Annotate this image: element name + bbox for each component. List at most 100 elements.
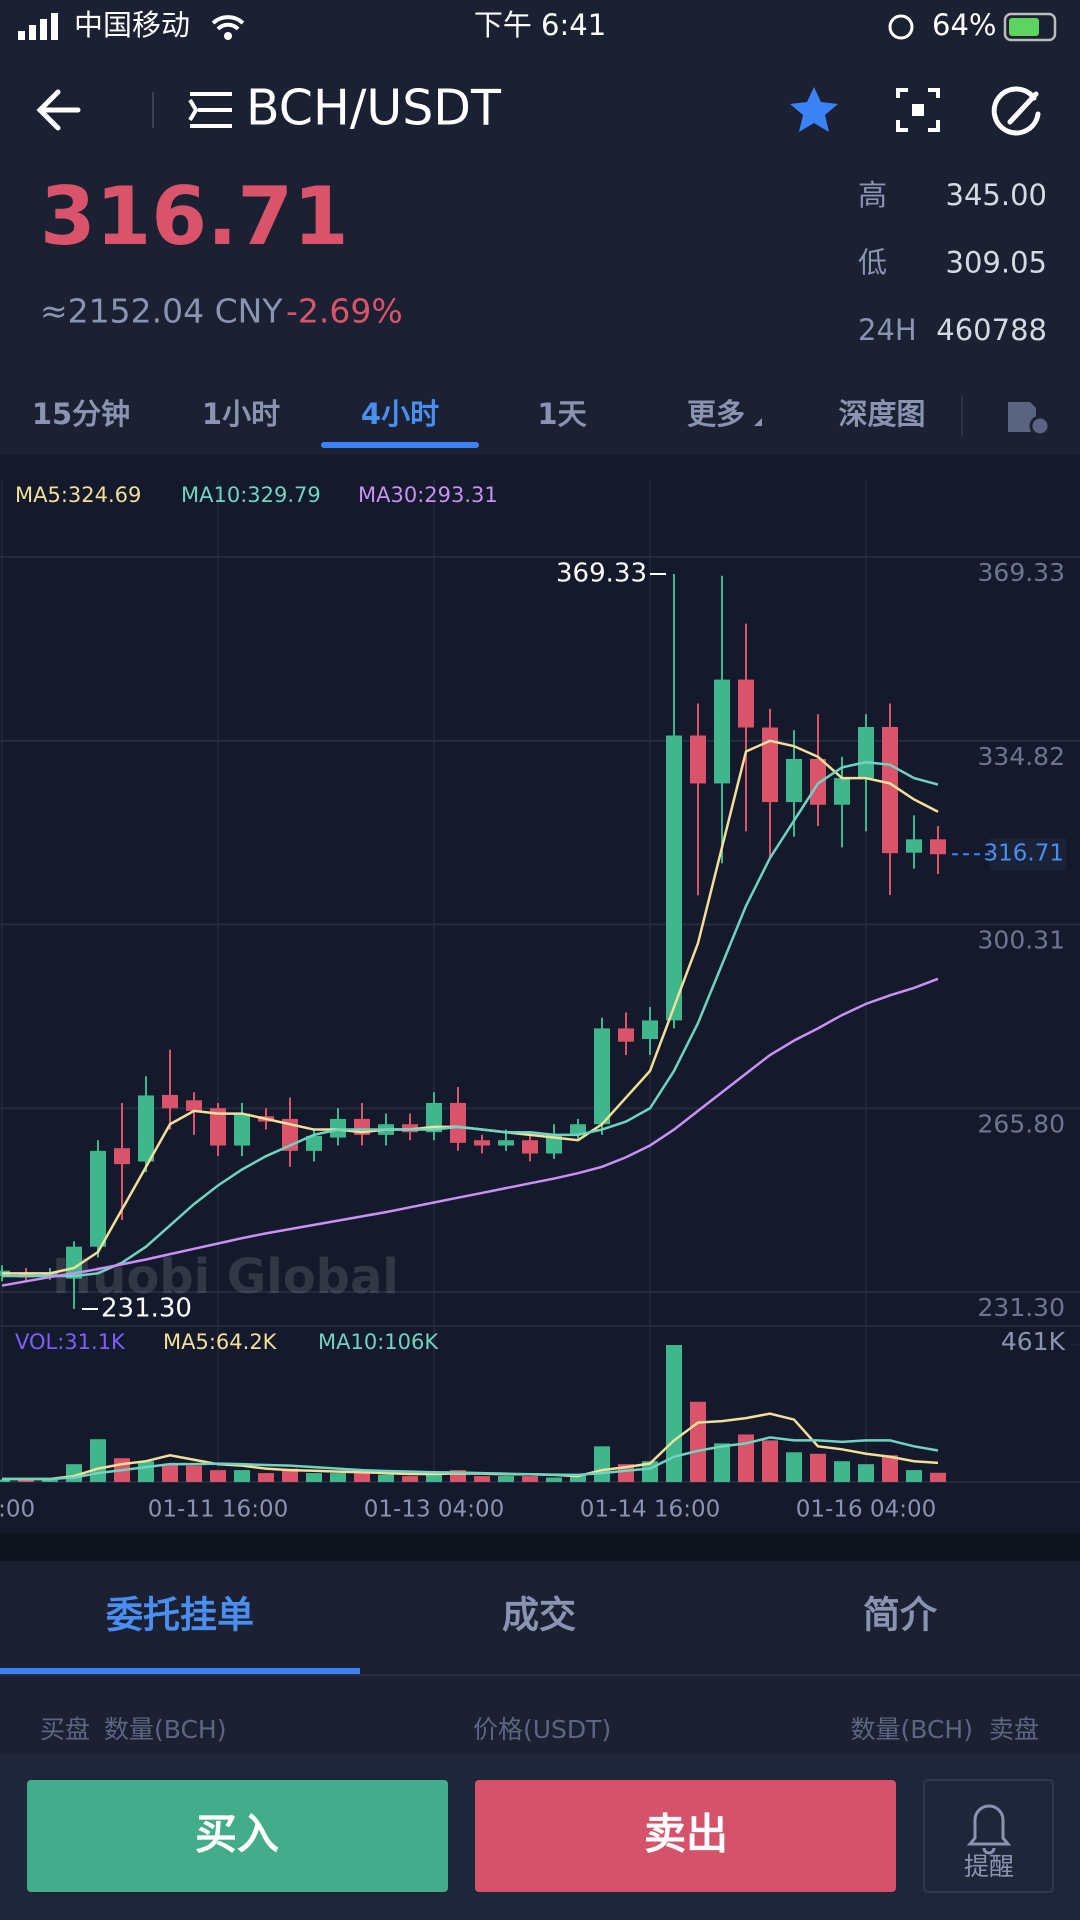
order-tab[interactable]: 简介 bbox=[863, 1594, 938, 1637]
volume-bar bbox=[90, 1439, 106, 1482]
volume-bar bbox=[162, 1464, 178, 1482]
sell-button[interactable] bbox=[475, 1780, 896, 1892]
volume-bar bbox=[810, 1453, 826, 1482]
pair-title: BCH/USDT bbox=[246, 80, 502, 137]
share-button[interactable] bbox=[991, 86, 1041, 136]
candle-body bbox=[834, 778, 850, 805]
period-tab[interactable]: 15分钟 bbox=[32, 397, 130, 431]
candle-body bbox=[66, 1246, 82, 1279]
volume-bar bbox=[402, 1476, 418, 1482]
wifi-icon bbox=[211, 15, 245, 31]
x-tick-label: 04:00 bbox=[0, 1497, 35, 1523]
volume-bar bbox=[306, 1473, 322, 1482]
order-tab[interactable]: 成交 bbox=[502, 1594, 576, 1637]
volume-bar bbox=[378, 1474, 394, 1482]
x-tick-label: 01-16 04:00 bbox=[796, 1497, 936, 1523]
candle-body bbox=[618, 1028, 634, 1042]
y-tick-label: 461K bbox=[1001, 1327, 1066, 1356]
legend-entry: MA30:293.31 bbox=[358, 483, 498, 507]
stats: 高 345.00 低 309.05 24H 460788 bbox=[858, 178, 1047, 347]
candle-body bbox=[522, 1140, 538, 1154]
favorite-star[interactable] bbox=[790, 87, 838, 132]
period-tab[interactable]: 深度图 bbox=[838, 397, 925, 431]
tab-underline bbox=[0, 1668, 360, 1675]
candle-body bbox=[858, 726, 874, 779]
watermark: Huobi Global bbox=[52, 1249, 399, 1305]
stat-value: 460788 bbox=[936, 313, 1047, 347]
volume-bar bbox=[666, 1345, 682, 1482]
volume-bar bbox=[498, 1476, 514, 1482]
alert-button[interactable] bbox=[923, 1779, 1054, 1893]
legend-entry: MA5:324.69 bbox=[15, 483, 141, 507]
volume-bar bbox=[282, 1468, 298, 1482]
last-price-box bbox=[990, 838, 1066, 871]
stat-label: 24H bbox=[858, 313, 917, 347]
settings-icon[interactable] bbox=[1008, 402, 1036, 432]
volume-bar bbox=[786, 1452, 802, 1482]
volume-bar bbox=[186, 1465, 202, 1482]
period-tab[interactable]: 1小时 bbox=[202, 397, 280, 431]
column-header: 买盘 bbox=[40, 1715, 90, 1744]
period-tab[interactable]: 更多 bbox=[687, 397, 745, 431]
candle-body bbox=[474, 1140, 490, 1146]
volume-bar bbox=[858, 1464, 874, 1482]
buy-label: 买入 bbox=[195, 1810, 279, 1859]
candle-body bbox=[690, 735, 706, 784]
legend-entry: MA5:64.2K bbox=[163, 1330, 278, 1354]
volume-bar bbox=[138, 1461, 154, 1482]
menu-icon[interactable] bbox=[188, 92, 232, 128]
stat-label: 低 bbox=[858, 246, 887, 280]
candle-body bbox=[306, 1135, 322, 1151]
fullscreen-button[interactable] bbox=[896, 88, 940, 132]
ma-line bbox=[2, 1436, 939, 1481]
period-tab[interactable]: 1天 bbox=[537, 397, 586, 431]
order-book-header: 买盘 数量(BCH) 价格(USDT) 数量(BCH) 卖盘 bbox=[40, 1715, 1039, 1744]
annotation-label: 369.33 bbox=[556, 559, 647, 589]
last-price-label: 316.71 bbox=[984, 841, 1064, 867]
kline-chart: 04:00 01-11 16:00 01-13 04:00 01-14 16:00 01… bbox=[0, 480, 1080, 1523]
buy-button[interactable] bbox=[27, 1780, 448, 1892]
signal-icon bbox=[18, 13, 58, 40]
volume-bar bbox=[522, 1476, 538, 1482]
volume-bar bbox=[594, 1446, 610, 1482]
y-tick-label: 231.30 bbox=[978, 1293, 1065, 1322]
legend-entry: MA10:106K bbox=[318, 1330, 439, 1354]
candle-body bbox=[762, 727, 778, 803]
candle-body bbox=[450, 1102, 466, 1143]
y-tick-label: 334.82 bbox=[978, 742, 1065, 771]
alert-label: 提醒 bbox=[964, 1852, 1014, 1881]
candle-body bbox=[330, 1118, 346, 1138]
candle-body bbox=[882, 726, 898, 854]
y-tick-label: 369.33 bbox=[978, 558, 1065, 587]
volume-bar bbox=[42, 1479, 58, 1482]
wifi-dot bbox=[224, 32, 232, 40]
y-tick-label: 265.80 bbox=[978, 1109, 1065, 1138]
bell-icon bbox=[966, 1804, 1012, 1855]
volume-bar bbox=[330, 1473, 346, 1482]
volume-bar bbox=[234, 1470, 250, 1482]
header-bg bbox=[0, 0, 1080, 455]
price-cny: ≈2152.04 CNY bbox=[40, 292, 283, 331]
candle-body bbox=[138, 1095, 154, 1162]
battery-fill bbox=[1009, 18, 1039, 36]
volume-bar bbox=[450, 1470, 466, 1482]
volume-bar bbox=[834, 1461, 850, 1482]
volume-bar bbox=[570, 1474, 586, 1482]
sell-label: 卖出 bbox=[644, 1810, 728, 1859]
clock: 下午 6:41 bbox=[474, 8, 606, 42]
candle-body bbox=[402, 1124, 418, 1133]
volume-bar bbox=[258, 1473, 274, 1482]
volume-bar bbox=[354, 1473, 370, 1482]
battery-icon bbox=[1003, 12, 1057, 42]
settings-gear bbox=[1029, 415, 1051, 437]
candle-body bbox=[738, 679, 754, 728]
period-tab[interactable]: 4小时 bbox=[361, 397, 439, 431]
back-button[interactable] bbox=[36, 89, 81, 131]
order-tab[interactable]: 委托挂单 bbox=[106, 1594, 254, 1637]
candle-body bbox=[594, 1028, 610, 1125]
candle-body bbox=[186, 1100, 202, 1111]
battery-level: 64% bbox=[932, 8, 996, 42]
volume-bar bbox=[474, 1476, 490, 1482]
chart-gap bbox=[0, 1533, 1080, 1561]
fullscreen-dot bbox=[912, 104, 924, 116]
